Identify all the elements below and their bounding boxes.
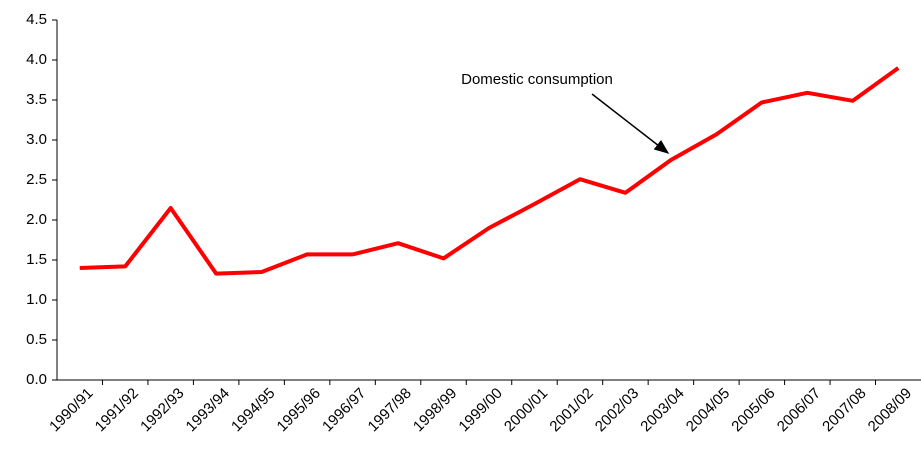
x-tick-label: 2007/08: [819, 385, 869, 435]
x-tick-label: 1997/98: [365, 385, 415, 435]
x-tick-label: 1990/91: [46, 385, 96, 435]
y-tick-label: 3.5: [26, 91, 47, 108]
y-tick-label: 1.0: [26, 291, 47, 308]
x-tick-label: 1996/97: [319, 385, 369, 435]
annotation-arrow: [591, 93, 670, 154]
x-tick-label: 1998/99: [410, 385, 460, 435]
x-tick-label: 1994/95: [228, 385, 278, 435]
y-tick-label: 0.5: [26, 331, 47, 348]
x-tick-label: 2000/01: [501, 385, 551, 435]
x-tick-label: 1993/94: [183, 385, 233, 435]
x-tick-label: 1992/93: [137, 385, 187, 435]
y-tick-label: 4.0: [26, 51, 47, 68]
x-tick-label: 2008/09: [865, 385, 915, 435]
data-line: [79, 66, 900, 276]
y-tick-label: 1.5: [26, 251, 47, 268]
x-tick-label: 2003/04: [637, 385, 687, 435]
y-tick-label: 0.0: [26, 371, 47, 388]
x-tick-label: 1991/92: [92, 385, 142, 435]
x-tick-label: 2002/03: [592, 385, 642, 435]
x-tick-label: 2005/06: [728, 385, 778, 435]
y-tick-label: 4.5: [26, 11, 47, 28]
y-tick-label: 3.0: [26, 131, 47, 148]
y-tick-label: 2.0: [26, 211, 47, 228]
y-tick-label: 2.5: [26, 171, 47, 188]
x-tick-label: 1995/96: [274, 385, 324, 435]
x-tick-label: 1999/00: [455, 385, 505, 435]
x-tick-label: 2004/05: [683, 385, 733, 435]
x-tick-label: 2006/07: [774, 385, 824, 435]
x-tick-label: 2001/02: [546, 385, 596, 435]
annotation: Domestic consumption: [461, 71, 613, 88]
